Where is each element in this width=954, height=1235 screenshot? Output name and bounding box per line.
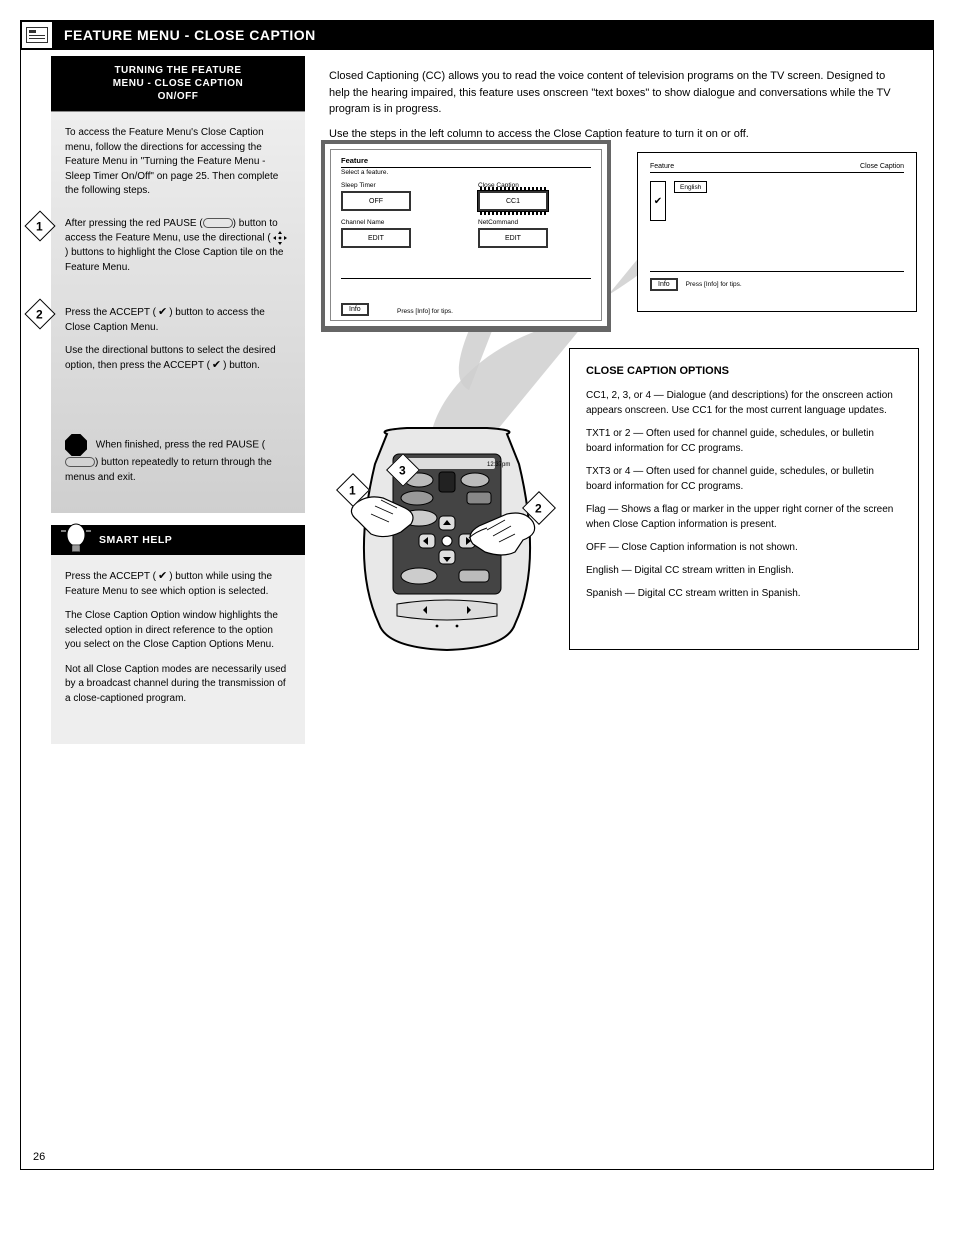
options-item-2: TXT1 or 2 — Often used for channel guide… [586, 426, 902, 456]
tile-hint: Press [Info] for tips. [397, 308, 453, 315]
tile-subtitle: Select a feature. [341, 169, 591, 176]
steps-heading: TURNING THE FEATUREMENU - CLOSE CAPTIONO… [51, 56, 305, 111]
smart-help-panel: SMART HELP Press the ACCEPT () button wh… [51, 525, 305, 744]
feature-menu-screen: Feature Select a feature. Sleep Timer OF… [321, 140, 611, 332]
menu-btn-sleep[interactable]: OFF [341, 191, 411, 211]
page-title: FEATURE MENU - CLOSE CAPTION [60, 27, 316, 43]
flag-indicator: ✔ [650, 181, 666, 221]
close-caption-options-panel: CLOSE CAPTION OPTIONS CC1, 2, 3, or 4 — … [569, 348, 919, 650]
options-item-4: Flag — Shows a flag or marker in the upp… [586, 502, 902, 532]
tile-info-btn[interactable]: Info [341, 303, 369, 316]
close-caption-screen: Feature Close Caption ✔ English Info Pre… [637, 152, 917, 312]
step-2-text: Press the ACCEPT () button to access the… [65, 305, 291, 335]
accept-check-icon [156, 571, 169, 582]
menu-btn-net[interactable]: EDIT [478, 228, 548, 248]
intro-paragraph-1: Closed Captioning (CC) allows you to rea… [329, 68, 899, 118]
menu-item-net: NetCommand EDIT [478, 219, 591, 248]
remote-marker-2: 2 [522, 491, 556, 525]
pause-icon [65, 457, 95, 467]
step-1-text: After pressing the red PAUSE () button t… [65, 217, 291, 276]
remote-illustration: 3 1 2 12:37pm [347, 424, 547, 657]
smart-help-p1: Press the ACCEPT () button while using t… [65, 569, 291, 599]
header-bar: FEATURE MENU - CLOSE CAPTION [20, 20, 934, 50]
page-category-icon [20, 20, 54, 50]
content-frame: TURNING THE FEATUREMENU - CLOSE CAPTIONO… [20, 50, 934, 1170]
accept-check-icon [156, 307, 169, 318]
step-marker-1: 1 [24, 210, 55, 241]
tile-title: Feature [341, 156, 591, 168]
accept-check-icon [210, 360, 223, 371]
options-item-6: English — Digital CC stream written in E… [586, 563, 902, 578]
options-title: CLOSE CAPTION OPTIONS [586, 363, 902, 380]
pause-icon [203, 218, 233, 228]
menu-btn-channel[interactable]: EDIT [341, 228, 411, 248]
cc-hint: Press [Info] for tips. [686, 281, 742, 288]
menu-btn-cc[interactable]: CC1 [478, 191, 548, 211]
cc-info-btn[interactable]: Info [650, 278, 678, 291]
menu-item-sleep: Sleep Timer OFF [341, 182, 454, 211]
smart-help-heading: SMART HELP [51, 525, 305, 555]
steps-intro: To access the Feature Menu's Close Capti… [65, 126, 291, 199]
lightbulb-icon [61, 515, 91, 559]
steps-panel: TURNING THE FEATUREMENU - CLOSE CAPTIONO… [51, 56, 305, 513]
options-item-3: TXT3 or 4 — Often used for channel guide… [586, 464, 902, 494]
stop-step: When finished, press the red PAUSE () bu… [65, 434, 291, 485]
stop-icon [65, 434, 87, 456]
svg-text:12:37pm: 12:37pm [487, 462, 510, 468]
options-item-7: Spanish — Digital CC stream written in S… [586, 586, 902, 601]
directional-icon [273, 231, 287, 245]
cc-breadcrummer...b-left: Feature [650, 163, 674, 170]
menu-item-cc: Close Caption CC1 [478, 182, 591, 211]
language-button[interactable]: English [674, 181, 707, 193]
document-icon [26, 27, 48, 43]
options-item-5: OFF — Close Caption information is not s… [586, 540, 902, 555]
page-number: 26 [33, 1151, 45, 1163]
step-marker-2: 2 [24, 299, 55, 330]
options-item-1: CC1, 2, 3, or 4 — Dialogue (and descript… [586, 388, 902, 418]
smart-help-p3: Not all Close Caption modes are necessar… [65, 663, 291, 707]
cc-breadcrumb-right: Close Caption [860, 163, 904, 170]
step-2-text-b: Use the directional buttons to select th… [65, 344, 291, 374]
smart-help-p2: The Close Caption Option window highligh… [65, 609, 291, 653]
menu-item-channel: Channel Name EDIT [341, 219, 454, 248]
